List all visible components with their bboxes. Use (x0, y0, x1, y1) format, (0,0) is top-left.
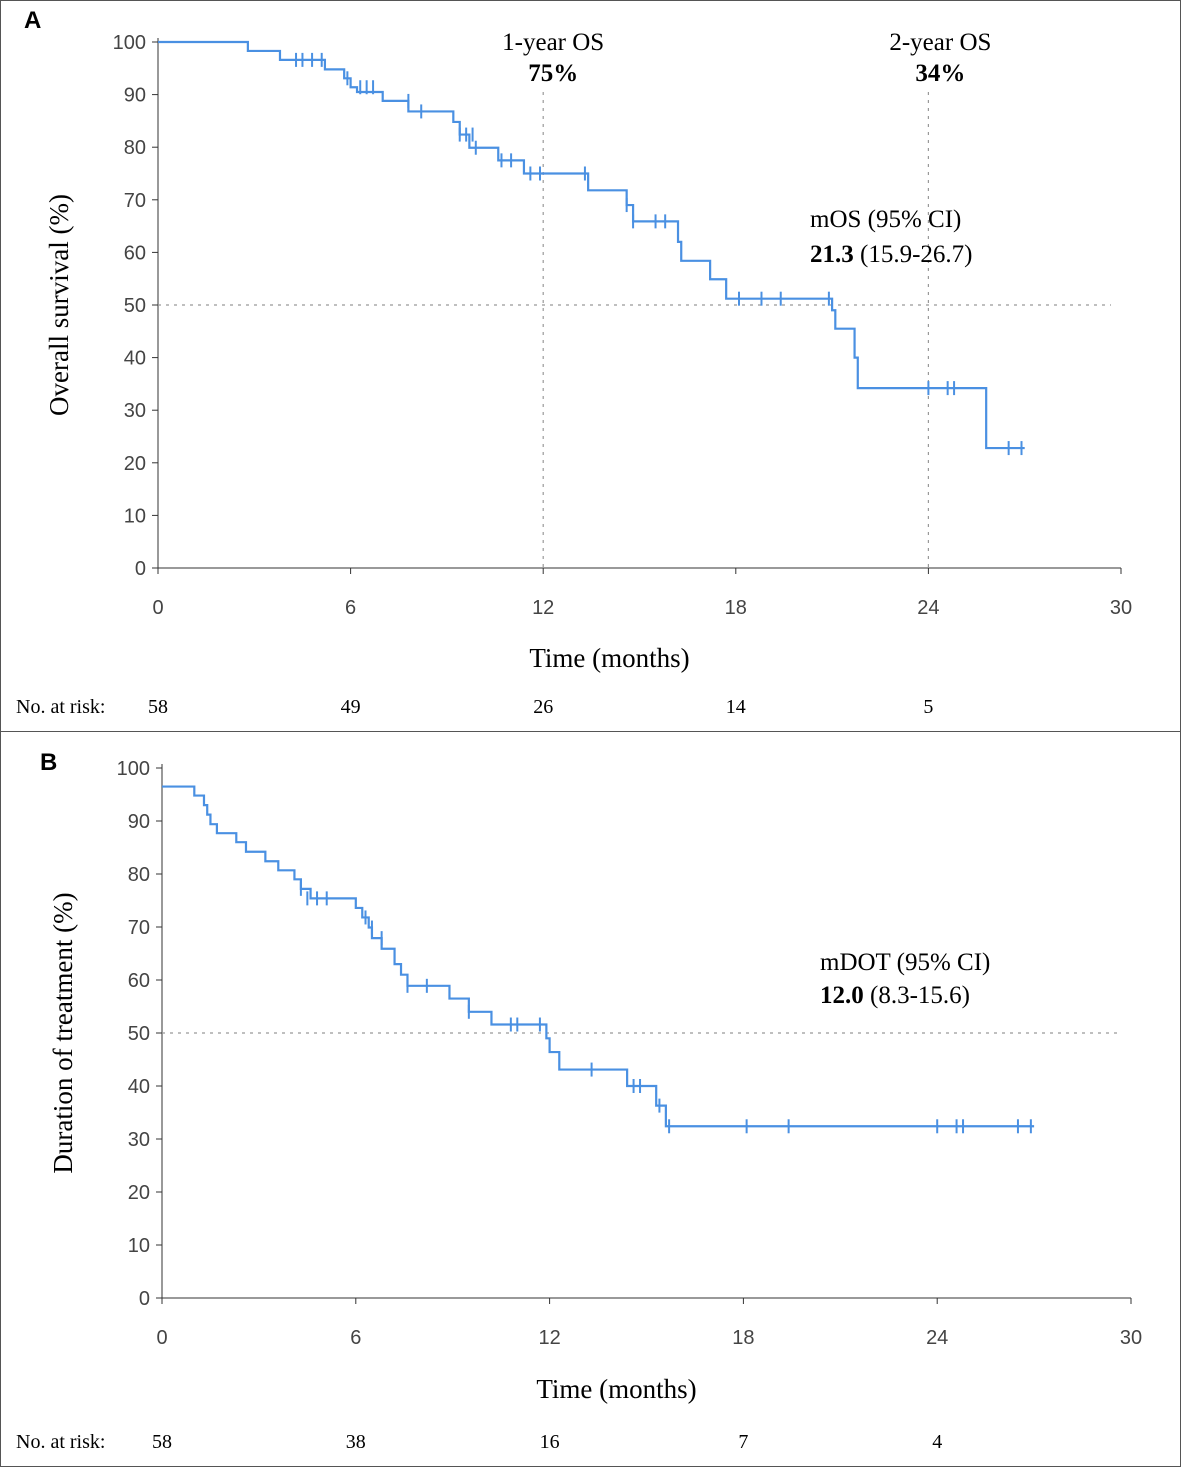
y-tick-label: 90 (124, 85, 146, 107)
median-ci: (8.3-15.6) (864, 982, 970, 1009)
panel-label: A (24, 7, 41, 34)
risk-count: 14 (726, 696, 746, 718)
x-tick-label: 18 (725, 597, 747, 619)
y-tick-label: 10 (124, 505, 146, 527)
panel-b (0, 731, 1181, 1467)
y-tick-label: 70 (128, 917, 150, 939)
y-tick-label: 30 (128, 1129, 150, 1151)
y-tick-label: 50 (128, 1023, 150, 1045)
x-tick-label: 30 (1110, 597, 1132, 619)
x-tick-label: 12 (532, 597, 554, 619)
median-label: mDOT (95% CI) (820, 949, 990, 976)
landmark-label: 1-year OS (502, 29, 604, 56)
y-tick-label: 60 (128, 970, 150, 992)
landmark-label: 2-year OS (889, 29, 991, 56)
risk-count: 16 (540, 1431, 560, 1453)
panel-label: B (40, 749, 57, 776)
x-tick-label: 0 (152, 597, 163, 619)
landmark-value: 75% (528, 60, 578, 87)
chart-a: A 0 10 20 30 40 50 60 70 80 90 100 0 6 12 18 24 30 Time (m… (16, 7, 1132, 718)
y-axis-title: Overall survival (%) (44, 194, 74, 416)
x-tick-label: 24 (917, 597, 939, 619)
y-tick-label: 20 (124, 453, 146, 475)
y-tick-label: 90 (128, 811, 150, 833)
y-axis-title: Duration of treatment (%) (48, 892, 78, 1173)
y-tick-label: 100 (117, 758, 150, 780)
survival-curve (162, 785, 1035, 1128)
x-axis-title: Time (months) (536, 1374, 696, 1404)
y-tick-label: 20 (128, 1182, 150, 1204)
y-tick-label: 60 (124, 242, 146, 264)
risk-table-label: No. at risk: (16, 1431, 105, 1453)
risk-count: 58 (152, 1431, 172, 1453)
x-tick-label: 0 (156, 1327, 167, 1349)
median-ci: (15.9-26.7) (854, 241, 973, 268)
risk-count: 49 (341, 696, 361, 718)
median-value: 21.3 (810, 241, 854, 268)
y-tick-label: 10 (128, 1235, 150, 1257)
y-tick-label: 50 (124, 295, 146, 317)
risk-count: 58 (148, 696, 168, 718)
y-tick-label: 0 (135, 558, 146, 580)
risk-count: 38 (346, 1431, 366, 1453)
risk-count: 26 (533, 696, 553, 718)
y-tick-label: 30 (124, 400, 146, 422)
x-tick-label: 30 (1120, 1327, 1142, 1349)
x-tick-label: 6 (350, 1327, 361, 1349)
chart-b: B 0 10 20 30 40 50 60 70 80 90 100 0 6 12 18 24 30 Time (m… (16, 749, 1142, 1453)
median-label: mOS (95% CI) (810, 206, 961, 233)
y-tick-label: 40 (124, 348, 146, 370)
median-value-line: 12.0 (8.3-15.6) (820, 982, 970, 1009)
panel-a (0, 0, 1181, 732)
median-value-line: 21.3 (15.9-26.7) (810, 241, 972, 268)
y-tick-label: 70 (124, 190, 146, 212)
x-tick-label: 18 (732, 1327, 754, 1349)
risk-count: 5 (923, 696, 933, 718)
x-tick-label: 12 (538, 1327, 560, 1349)
y-tick-label: 80 (124, 137, 146, 159)
y-tick-label: 40 (128, 1076, 150, 1098)
risk-table-label: No. at risk: (16, 696, 105, 718)
x-tick-label: 6 (345, 597, 356, 619)
x-axis-title: Time (months) (529, 643, 689, 673)
landmark-value: 34% (915, 60, 965, 87)
risk-count: 7 (738, 1431, 748, 1453)
x-tick-label: 24 (926, 1327, 948, 1349)
y-tick-label: 80 (128, 864, 150, 886)
y-tick-label: 100 (113, 32, 146, 54)
y-tick-label: 0 (139, 1288, 150, 1310)
median-value: 12.0 (820, 982, 864, 1009)
risk-count: 4 (932, 1431, 942, 1453)
